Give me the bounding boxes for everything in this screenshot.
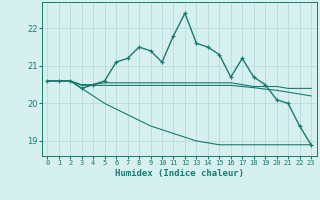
X-axis label: Humidex (Indice chaleur): Humidex (Indice chaleur)	[115, 169, 244, 178]
